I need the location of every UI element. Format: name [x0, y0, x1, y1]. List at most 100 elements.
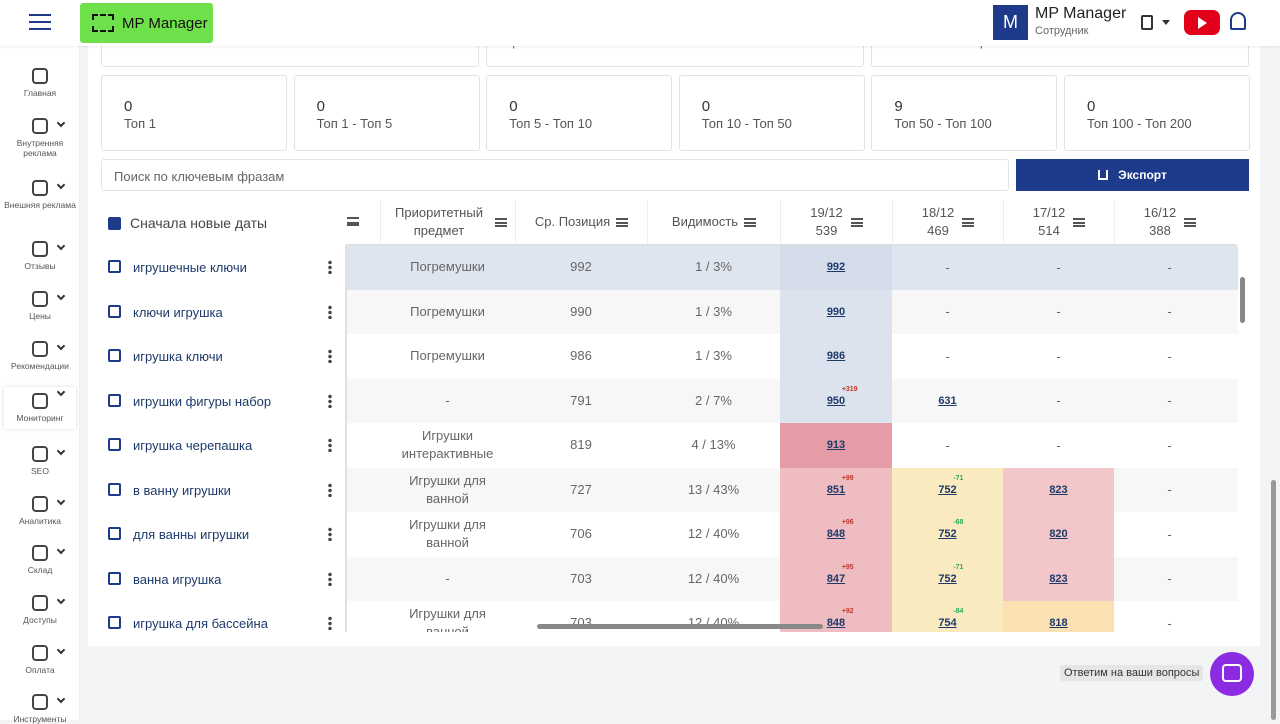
position-value[interactable]: 848 +96: [827, 519, 854, 540]
position-value[interactable]: 752 -71: [938, 475, 963, 496]
position-value: -: [1167, 616, 1171, 631]
subject: Погремушки: [410, 348, 485, 364]
sidebar-item[interactable]: Склад: [4, 545, 76, 575]
phrase[interactable]: игрушка ключи: [133, 349, 223, 364]
column-menu[interactable]: [1184, 217, 1197, 227]
avatar[interactable]: M: [993, 5, 1028, 40]
row-checkbox[interactable]: [108, 527, 121, 541]
row-menu[interactable]: [328, 349, 332, 364]
column-menu[interactable]: [1073, 217, 1086, 227]
date-block: 16/12 388: [1144, 204, 1177, 240]
row-menu[interactable]: [328, 527, 332, 542]
phrase[interactable]: в ванну игрушки: [133, 482, 231, 498]
row-menu[interactable]: [328, 260, 332, 275]
sidebar-label: Инструменты: [13, 714, 67, 724]
column-menu[interactable]: [962, 217, 975, 227]
row-menu[interactable]: [328, 304, 332, 319]
sidebar-item[interactable]: Рекомендации: [4, 341, 76, 371]
position-value[interactable]: 754 -84: [938, 608, 963, 629]
row-checkbox[interactable]: [108, 304, 121, 318]
phrase[interactable]: ключи игрушка: [133, 304, 223, 320]
sidebar-item[interactable]: Инструменты: [4, 694, 76, 724]
position-value[interactable]: 823: [1049, 573, 1067, 585]
position-value[interactable]: 631: [938, 395, 956, 407]
phrase[interactable]: игрушка для бассейна: [133, 616, 268, 631]
row-checkbox[interactable]: [108, 482, 121, 496]
phrase[interactable]: игрушки фигуры набор: [133, 393, 272, 409]
row-checkbox[interactable]: [108, 571, 121, 585]
subject: Погремушки: [410, 259, 485, 275]
search-input[interactable]: Поиск по ключевым фразам: [101, 159, 1009, 191]
row-checkbox[interactable]: [108, 393, 121, 407]
phrase[interactable]: ванна игрушка: [133, 571, 222, 587]
position-value[interactable]: 820: [1049, 528, 1067, 540]
header-checkbox[interactable]: [108, 217, 121, 230]
sidebar-item[interactable]: Внутренняя реклама: [4, 118, 76, 158]
row-checkbox[interactable]: [108, 349, 121, 363]
position-value[interactable]: 848 +92: [826, 608, 854, 630]
phrase[interactable]: для ванны игрушки: [133, 527, 250, 542]
position-value[interactable]: 990: [827, 306, 845, 318]
position-value[interactable]: 913: [827, 439, 845, 451]
position-text: 848: [826, 617, 846, 630]
chat-button[interactable]: [1210, 652, 1254, 696]
position-value[interactable]: 851 +99: [827, 475, 854, 496]
chevron: [56, 496, 66, 506]
visibility: 12 / 40%: [687, 570, 740, 586]
position-value[interactable]: 823: [1049, 484, 1067, 496]
date-count: 469: [927, 223, 949, 238]
row-checkbox[interactable]: [108, 260, 121, 274]
row-menu[interactable]: [328, 438, 332, 453]
menu-button[interactable]: [29, 14, 51, 30]
notifications[interactable]: [1230, 12, 1246, 30]
page-scrollbar[interactable]: [1271, 480, 1276, 720]
date-cell: 986: [780, 334, 892, 379]
row-menu[interactable]: [328, 616, 332, 631]
phrase[interactable]: игрушка черепашка: [133, 438, 253, 453]
row-checkbox[interactable]: [108, 616, 121, 630]
export-button[interactable]: Экспорт: [1016, 159, 1249, 191]
row-menu[interactable]: [328, 482, 332, 497]
sidebar-item[interactable]: Внешняя реклама: [4, 180, 76, 210]
sidebar: Главная Внутренняя реклама Внешняя реклама…: [0, 46, 80, 724]
sidebar-item[interactable]: Главная: [4, 68, 76, 98]
sidebar-item[interactable]: Цены: [4, 291, 76, 321]
position-value: -: [1167, 260, 1171, 275]
copy-icon[interactable]: [1141, 15, 1153, 30]
column-menu[interactable]: [495, 217, 507, 227]
cell: Игрушки для ванной: [380, 512, 515, 557]
position-value[interactable]: 752 -71: [938, 564, 963, 585]
row-menu[interactable]: [328, 393, 332, 408]
position-value[interactable]: 847 +95: [827, 564, 854, 585]
column-menu[interactable]: [616, 217, 629, 227]
position-value[interactable]: 752 -68: [938, 519, 963, 540]
youtube-button[interactable]: [1184, 10, 1220, 35]
sidebar-item[interactable]: Отзывы: [4, 241, 76, 271]
position-value[interactable]: 992: [827, 261, 845, 273]
dropdown-arrow[interactable]: [1162, 20, 1170, 29]
sidebar-item[interactable]: Доступы: [4, 595, 76, 625]
phrase[interactable]: игрушечные ключи: [133, 260, 247, 275]
logo[interactable]: MP Manager: [80, 3, 213, 43]
column-menu[interactable]: [347, 217, 359, 226]
position-value: -: [1167, 349, 1171, 364]
position-value: -: [945, 304, 949, 319]
position-value[interactable]: 818: [1049, 617, 1067, 629]
row-checkbox[interactable]: [108, 438, 121, 452]
chevron: [56, 291, 66, 301]
sidebar-item[interactable]: Мониторинг: [4, 387, 76, 429]
v-scrollbar[interactable]: [1240, 277, 1245, 323]
column-menu[interactable]: [850, 217, 863, 227]
row-menu[interactable]: [328, 571, 332, 586]
sidebar-icon: [32, 595, 48, 611]
sidebar-item[interactable]: SEO: [4, 446, 76, 476]
position-value[interactable]: 950 +319: [827, 386, 858, 407]
position-delta: +99: [841, 474, 854, 482]
position-value[interactable]: 986: [827, 350, 845, 362]
column-menu[interactable]: [744, 217, 757, 227]
sidebar-item[interactable]: Аналитика: [4, 496, 76, 526]
sidebar-item[interactable]: Оплата: [4, 645, 76, 675]
visibility: 4 / 13%: [691, 437, 736, 453]
h-scrollbar[interactable]: [537, 624, 823, 629]
sidebar-icon: [32, 645, 48, 661]
